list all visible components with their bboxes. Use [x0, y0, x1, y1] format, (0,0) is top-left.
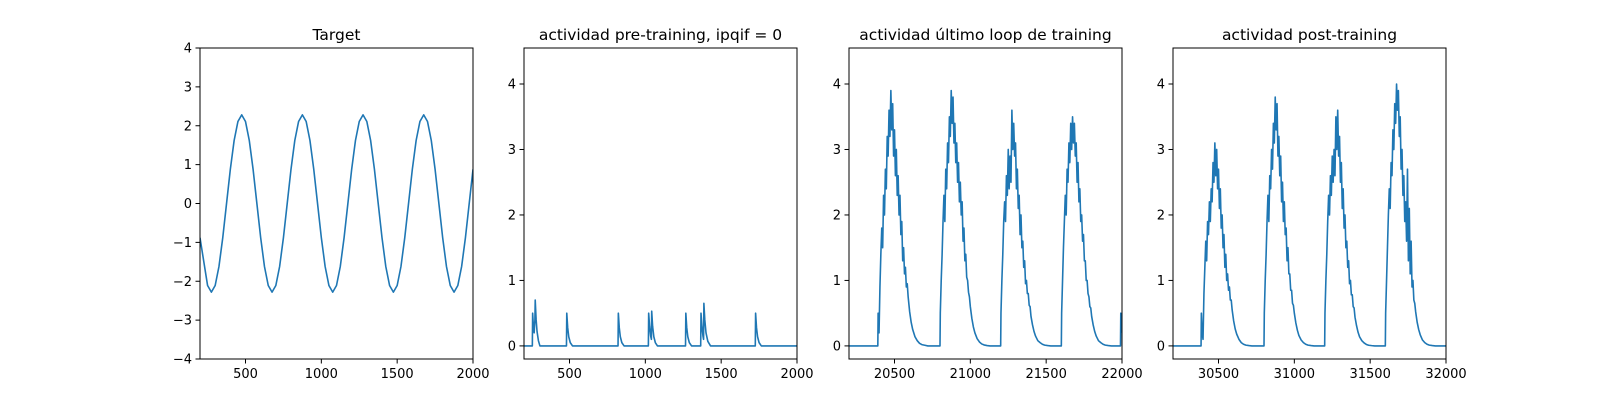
y-tick-label: 1: [833, 274, 841, 289]
y-tick-label: 3: [184, 80, 192, 95]
x-tick-label: 2000: [456, 367, 489, 382]
y-tick-label: 0: [184, 197, 192, 212]
y-tick-label: 1: [1157, 274, 1165, 289]
y-tick-label: 0: [833, 339, 841, 354]
y-tick-label: 4: [1157, 78, 1165, 93]
y-tick-label: 1: [184, 158, 192, 173]
x-tick-label: 1000: [629, 367, 662, 382]
series-line: [1173, 83, 1446, 347]
subplot-4: 30500 31000 31500 32000 0 1 2 3 4 actividad post-…: [1157, 26, 1467, 382]
chart-title: actividad pre-training, ipqif = 0: [539, 26, 782, 44]
y-tick-label: −3: [173, 314, 192, 329]
axes-frame: [848, 47, 1123, 360]
y-tick-label: 2: [1157, 208, 1165, 223]
x-tick-label: 21500: [1025, 367, 1066, 382]
y-tick-label: 3: [508, 143, 516, 158]
x-tick-label: 2000: [780, 367, 813, 382]
series-line: [849, 89, 1122, 347]
subplot-2: 500 1000 1500 2000 0 1 2 3 4 actividad pre-traini…: [508, 26, 814, 382]
y-tick-label: 0: [508, 339, 516, 354]
y-tick-label: 3: [833, 143, 841, 158]
y-tick-label: 2: [184, 119, 192, 134]
series-line: [200, 114, 473, 293]
axes-frame: [523, 47, 798, 360]
y-tick-label: −4: [173, 353, 192, 368]
axes-frame: [199, 47, 474, 360]
y-tick-label: −2: [173, 275, 192, 290]
x-tick-label: 20500: [874, 367, 915, 382]
y-tick-label: 3: [1157, 143, 1165, 158]
series-line: [524, 299, 797, 347]
x-tick-label: 1500: [705, 367, 738, 382]
y-tick-label: 4: [508, 78, 516, 93]
chart-title: actividad último loop de training: [859, 26, 1111, 44]
chart-title: actividad post-training: [1222, 26, 1397, 44]
x-tick-label: 31500: [1349, 367, 1390, 382]
y-tick-label: −1: [173, 236, 192, 251]
y-tick-label: 1: [508, 274, 516, 289]
x-tick-label: 1000: [305, 367, 338, 382]
x-tick-label: 32000: [1425, 367, 1466, 382]
y-tick-label: 2: [833, 208, 841, 223]
subplot-3: 20500 21000 21500 22000 0 1 2 3 4 actividad últim…: [833, 26, 1143, 382]
axes-frame: [1172, 47, 1447, 360]
x-tick-label: 500: [557, 367, 582, 382]
y-tick-label: 2: [508, 208, 516, 223]
x-tick-label: 31000: [1274, 367, 1315, 382]
subplot-1: 500 1000 1500 2000 −4 −3 −2 −1 0 1 2 3 4 Target: [173, 26, 490, 382]
x-tick-label: 30500: [1198, 367, 1239, 382]
x-tick-label: 1500: [381, 367, 414, 382]
y-tick-label: 4: [833, 78, 841, 93]
y-tick-label: 4: [184, 42, 192, 57]
x-tick-label: 22000: [1101, 367, 1142, 382]
x-tick-label: 500: [233, 367, 258, 382]
chart-title: Target: [312, 26, 361, 44]
y-tick-label: 0: [1157, 339, 1165, 354]
x-tick-label: 21000: [950, 367, 991, 382]
